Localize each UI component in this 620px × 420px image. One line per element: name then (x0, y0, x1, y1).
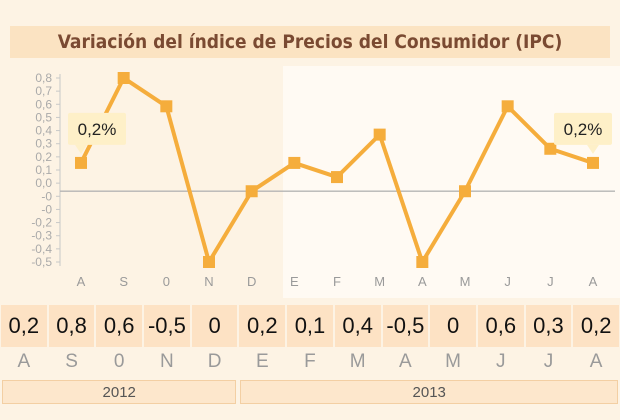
x-tick-label: M (374, 274, 385, 289)
y-tick-label: -0,5 (31, 255, 52, 269)
year-label: 2013 (240, 380, 618, 404)
x-tick-label: F (333, 274, 341, 289)
month-cell: D (207, 351, 222, 372)
value-cell: -0,5 (144, 305, 190, 347)
callout-pointer (587, 144, 599, 154)
month-row: A S 0 N D E F M A M J J A (0, 348, 620, 376)
title-bar: Variación del índice de Precios del Cons… (10, 26, 610, 58)
x-tick-label: A (589, 274, 598, 289)
y-tick-label: 0,4 (35, 124, 52, 138)
data-point (501, 100, 514, 113)
month-cell: 0 (113, 351, 125, 372)
data-point (117, 72, 130, 84)
value-cell: 0,2 (1, 305, 47, 347)
callout-label: 0,2% (564, 120, 603, 139)
value-cell: 0,8 (48, 305, 95, 347)
value-cell: 0,2 (573, 305, 619, 347)
y-tick-label: 0,1 (35, 163, 52, 177)
y-tick-label: -0 (41, 189, 52, 203)
value-cell: 0,2 (239, 305, 286, 347)
value-cell: 0 (191, 305, 238, 347)
value-cell: 0,6 (477, 305, 524, 347)
y-tick-label: -0,4 (31, 242, 52, 256)
data-point (416, 256, 429, 268)
value-cell: 0,4 (334, 305, 381, 347)
values-row: 0,2 0,8 0,6 -0,5 0 0,2 0,1 0,4 -0,5 0 0,6 0,3 0,2 (0, 305, 620, 347)
data-point (459, 185, 471, 198)
y-tick-label: 0,8 (35, 71, 52, 85)
y-tick-label: -0,2 (31, 216, 52, 230)
month-cell: E (255, 351, 269, 372)
month-cell: S (65, 351, 78, 372)
data-point (203, 256, 215, 268)
chart-plot: 0,80,70,60,50,40,30,20,10,0-0-0-0,2-0,3-… (31, 66, 620, 298)
x-tick-label: M (460, 274, 471, 289)
y-tick-label: -0 (41, 202, 52, 216)
y-tick-label: 0,0 (35, 176, 52, 190)
y-axis: 0,80,70,60,50,40,30,20,10,0-0-0-0,2-0,3-… (31, 71, 61, 269)
year-label: 2012 (2, 380, 237, 404)
y-tick-label: 0,6 (35, 97, 52, 111)
month-cell: A (399, 351, 412, 372)
callouts: 0,2% 0,2% (68, 112, 612, 154)
x-tick-label: N (204, 274, 213, 289)
data-point (160, 100, 173, 113)
y-tick-label: 0,2 (35, 150, 52, 164)
month-cell: M (445, 351, 461, 372)
y-tick-label: 0,5 (35, 110, 52, 124)
x-tick-label: A (418, 274, 427, 289)
x-tick-label: 0 (163, 274, 170, 289)
x-tick-label: D (247, 274, 256, 289)
month-cell: J (543, 351, 554, 372)
data-point (373, 128, 386, 141)
series-ipc (75, 72, 599, 268)
y-tick-label: 0,7 (35, 84, 52, 98)
callout-pointer (75, 144, 87, 154)
x-tick-label: J (504, 274, 511, 289)
callout: 0,2% (554, 112, 612, 154)
y-tick-label: -0,3 (31, 229, 52, 243)
x-tick-label: J (547, 274, 554, 289)
chart-title: Variación del índice de Precios del Cons… (57, 31, 563, 53)
data-point (288, 156, 301, 169)
value-cell: 0,3 (525, 305, 572, 347)
value-cell: 0,6 (96, 305, 143, 347)
data-point (331, 171, 343, 184)
x-tick-label: S (119, 274, 128, 289)
month-cell: A (589, 351, 603, 372)
value-cell: -0,5 (382, 305, 429, 347)
month-cell: M (349, 351, 366, 372)
callout-label: 0,2% (78, 120, 117, 139)
data-point (587, 156, 599, 169)
data-point (245, 185, 258, 198)
x-tick-label: E (290, 274, 299, 289)
month-cell: F (304, 351, 316, 372)
month-cell: A (17, 351, 31, 372)
value-cell: 0 (430, 305, 476, 347)
month-cell: N (160, 351, 174, 372)
callout: 0,2% (68, 112, 126, 154)
callout-box (68, 112, 126, 145)
month-cell: J (496, 351, 506, 372)
callout-box (554, 112, 612, 145)
y-tick-label: 0,3 (35, 137, 52, 151)
x-tick-label: A (77, 274, 86, 289)
data-point (544, 142, 557, 155)
value-cell: 0,1 (287, 305, 333, 347)
x-axis-ticks: A S 0 N D E F M A M J J A (77, 274, 598, 289)
data-point (75, 156, 87, 169)
